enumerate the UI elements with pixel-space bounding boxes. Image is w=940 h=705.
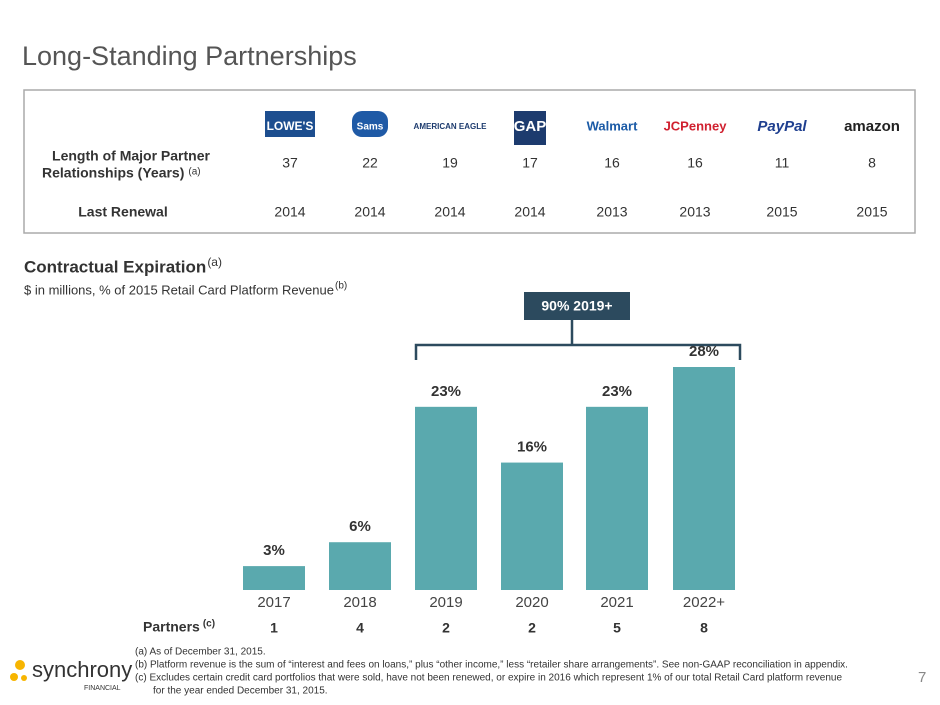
relationship-years: 16: [687, 155, 703, 171]
partner-logo: Sams: [357, 122, 384, 133]
x-tick-label: 2019: [429, 594, 462, 611]
partner-logo: Walmart: [587, 118, 638, 133]
partner-logo: amazon: [844, 118, 900, 135]
partners-count: 5: [613, 620, 621, 636]
partner-logo: PayPal: [757, 118, 807, 135]
relationship-years: 17: [522, 155, 538, 171]
footnote: (b) Platform revenue is the sum of “inte…: [135, 660, 848, 671]
last-renewal: 2014: [274, 204, 305, 220]
chart-title: Contractual Expiration: [24, 257, 206, 276]
row-label: Length of Major Partner: [52, 148, 210, 164]
footnote-ref: (b): [335, 281, 347, 292]
x-tick-label: 2018: [343, 594, 376, 611]
footnote-ref: (a): [188, 167, 200, 178]
bar: [329, 542, 391, 590]
last-renewal: 2014: [354, 204, 385, 220]
logo-sub: FINANCIAL: [84, 685, 121, 692]
logo-badge: [352, 111, 388, 137]
slide-title: Long-Standing Partnerships: [22, 41, 357, 71]
last-renewal: 2015: [766, 204, 797, 220]
footnote: (c) Excludes certain credit card portfol…: [135, 673, 842, 684]
page-number: 7: [918, 669, 926, 686]
bar: [415, 406, 477, 590]
partners-count: 8: [700, 620, 708, 636]
row-label: Relationships (Years): [42, 165, 184, 181]
value-label: 23%: [602, 383, 632, 400]
table-frame: [23, 89, 916, 234]
annotation: 90% 2019+: [541, 298, 612, 314]
partners-label: Partners: [143, 619, 200, 635]
partner-logo: GAP: [514, 118, 547, 135]
logo-badge: [514, 111, 546, 145]
logo: synchrony FINANCIAL: [10, 657, 132, 692]
last-renewal: 2014: [434, 204, 465, 220]
bar: [673, 367, 735, 590]
partners-count: 4: [356, 620, 364, 636]
last-renewal: 2013: [679, 204, 710, 220]
value-label: 28%: [689, 343, 719, 360]
last-renewal: 2013: [596, 204, 627, 220]
value-label: 16%: [517, 439, 547, 456]
partners-count: 2: [442, 620, 450, 636]
footnote-ref: (c): [203, 619, 215, 630]
value-label: 23%: [431, 383, 461, 400]
relationship-years: 8: [868, 155, 876, 171]
value-label: 3%: [263, 542, 285, 559]
relationship-years: 16: [604, 155, 620, 171]
logo-badge: [265, 111, 315, 137]
annotation-box: [524, 292, 630, 320]
last-renewal: 2014: [514, 204, 545, 220]
value-label: 6%: [349, 518, 371, 535]
row-label: Last Renewal: [78, 204, 167, 220]
relationship-years: 19: [442, 155, 458, 171]
x-tick-label: 2022+: [683, 594, 725, 611]
logo-dot: [15, 660, 25, 670]
logo-dot: [21, 675, 27, 681]
partners-count: 1: [270, 620, 278, 636]
bracket: [414, 320, 742, 360]
partner-logo: LOWE'S: [267, 119, 314, 133]
partner-logo: JCPenney: [664, 118, 728, 133]
partners-count: 2: [528, 620, 536, 636]
logo-dot: [10, 673, 18, 681]
footnote: (a) As of December 31, 2015.: [135, 647, 266, 658]
bar: [243, 566, 305, 590]
footnote-ref: (a): [207, 255, 222, 269]
relationship-years: 22: [362, 155, 378, 171]
bar: [501, 462, 563, 590]
partner-logo: AMERICAN EAGLE: [414, 122, 488, 131]
relationship-years: 37: [282, 155, 298, 171]
logo-name: synchrony: [32, 657, 132, 682]
x-tick-label: 2020: [515, 594, 548, 611]
bar: [586, 406, 648, 590]
footnote: for the year ended December 31, 2015.: [153, 686, 328, 697]
relationship-years: 11: [775, 155, 790, 171]
chart-subtitle: $ in millions, % of 2015 Retail Card Pla…: [24, 282, 334, 297]
x-tick-label: 2021: [600, 594, 633, 611]
x-tick-label: 2017: [257, 594, 290, 611]
last-renewal: 2015: [856, 204, 887, 220]
